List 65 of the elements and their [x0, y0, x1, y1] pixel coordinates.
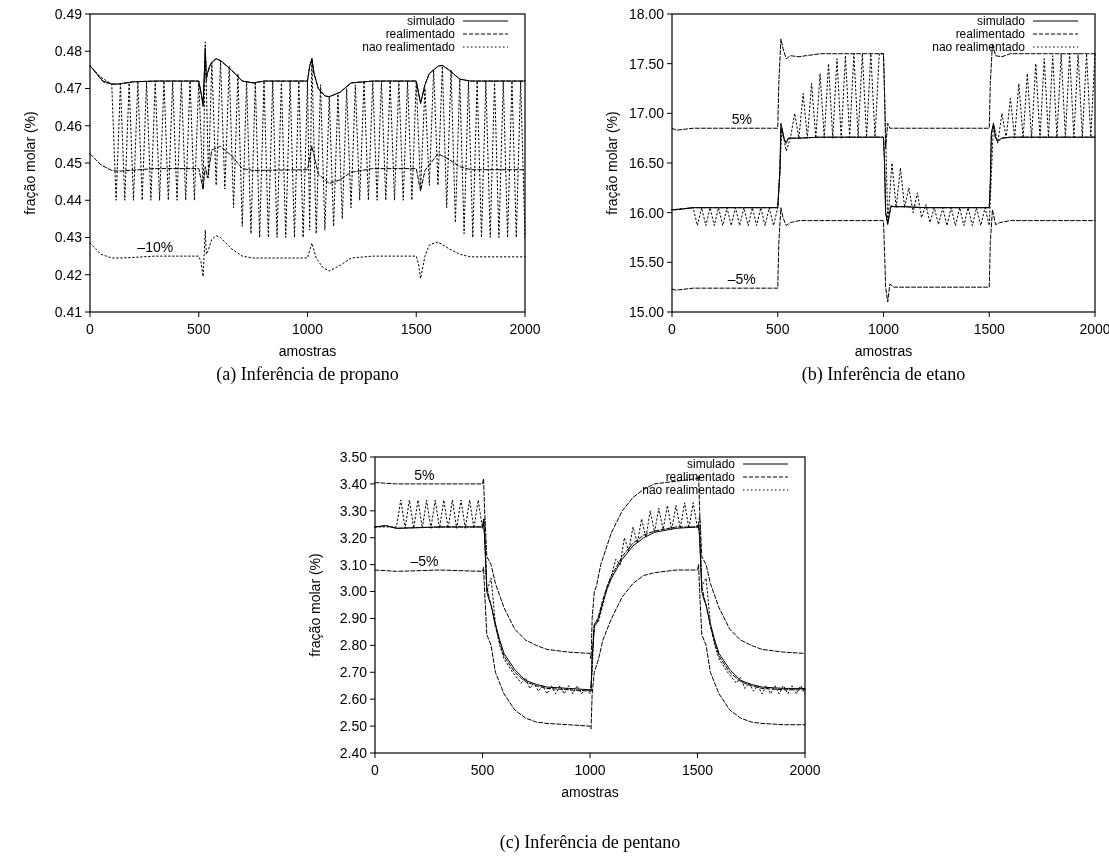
- legend-label: nao realimentado: [932, 40, 1026, 55]
- y-tick-label: 2.90: [339, 610, 368, 627]
- y-tick-label: 16.50: [628, 154, 665, 171]
- legend-label: realimentado: [385, 27, 456, 42]
- y-tick-label: 0.42: [54, 266, 83, 283]
- x-axis-title: amostras: [854, 343, 913, 359]
- y-tick-label: 2.40: [339, 744, 368, 761]
- y-tick-label: 3.10: [339, 556, 368, 573]
- text: (b) Inferência de etano: [801, 364, 966, 385]
- y-axis-title: fração molar (%): [22, 111, 38, 215]
- x-tick-label: 1000: [291, 321, 324, 337]
- y-tick-label: 15.00: [628, 303, 665, 320]
- x-tick-label: 0: [86, 321, 95, 337]
- text: (a) Inferência de propano: [216, 364, 399, 385]
- y-tick-label: 2.80: [339, 637, 368, 654]
- annotation: –10%: [137, 239, 174, 256]
- x-tick-label: 1000: [867, 321, 900, 337]
- y-tick-label: 2.50: [339, 717, 368, 734]
- annotation: 5%: [731, 111, 752, 128]
- y-tick-label: 18.00: [628, 5, 665, 22]
- x-tick-label: 0: [668, 321, 677, 337]
- y-tick-label: 0.45: [54, 154, 83, 171]
- y-tick-label: 3.00: [339, 583, 368, 600]
- y-tick-label: 15.50: [628, 254, 665, 271]
- x-tick-label: 500: [187, 321, 211, 337]
- x-axis-title: amostras: [561, 784, 619, 800]
- y-tick-label: 0.49: [54, 5, 83, 22]
- legend-label: simulado: [406, 14, 456, 29]
- legend-label: realimentado: [665, 470, 736, 485]
- x-tick-label: 1000: [574, 762, 606, 778]
- y-tick-label: 3.30: [339, 502, 368, 519]
- y-tick-label: 0.41: [54, 303, 83, 320]
- y-axis-title: fração molar (%): [604, 111, 620, 215]
- annotation: –5%: [727, 271, 756, 288]
- x-axis-title: amostras: [278, 343, 337, 359]
- annotation: –5%: [410, 553, 439, 570]
- y-tick-label: 2.70: [339, 664, 368, 681]
- annotation: 5%: [414, 466, 435, 483]
- x-tick-label: 0: [371, 762, 380, 778]
- y-tick-label: 0.44: [54, 192, 83, 209]
- legend-label: simulado: [686, 457, 736, 472]
- legend-label: simulado: [976, 14, 1026, 29]
- y-tick-label: 0.43: [54, 229, 83, 246]
- x-tick-label: 1500: [400, 321, 433, 337]
- y-tick-label: 0.47: [54, 80, 83, 97]
- y-tick-label: 17.50: [628, 55, 665, 72]
- legend-label: nao realimentado: [642, 483, 736, 498]
- y-tick-label: 3.50: [339, 448, 368, 465]
- x-tick-label: 2000: [789, 762, 821, 778]
- x-tick-label: 1500: [973, 321, 1006, 337]
- y-tick-label: 3.20: [339, 529, 368, 546]
- y-tick-label: 17.00: [628, 105, 665, 122]
- y-tick-label: 0.48: [54, 43, 83, 60]
- legend-label: realimentado: [955, 27, 1026, 42]
- x-tick-label: 500: [766, 321, 790, 337]
- y-tick-label: 3.40: [339, 475, 368, 492]
- text: (c) Inferência de pentano: [499, 832, 681, 853]
- x-tick-label: 1500: [681, 762, 714, 778]
- y-tick-label: 2.60: [339, 691, 368, 708]
- y-tick-label: 0.46: [54, 117, 83, 134]
- legend-label: nao realimentado: [362, 40, 456, 55]
- x-tick-label: 500: [470, 762, 495, 778]
- y-tick-label: 16.00: [628, 204, 665, 221]
- y-axis-title: fração molar (%): [307, 553, 323, 657]
- x-tick-label: 2000: [509, 321, 541, 337]
